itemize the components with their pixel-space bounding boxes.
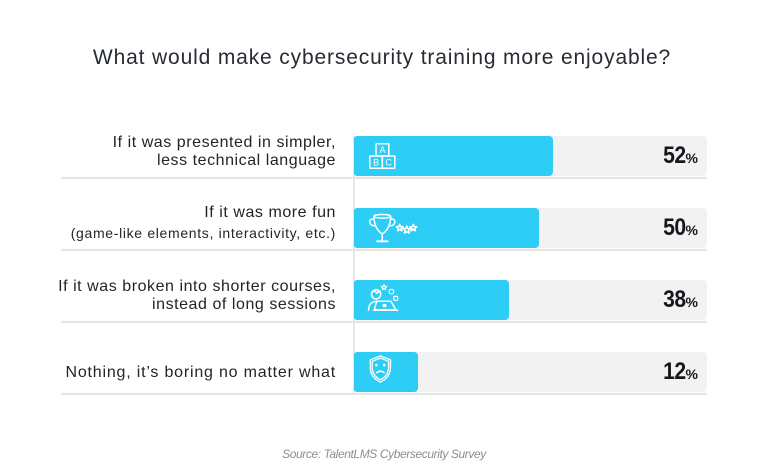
svg-text:A: A [379, 145, 385, 155]
svg-text:B: B [373, 158, 379, 168]
svg-text:C: C [385, 158, 392, 168]
